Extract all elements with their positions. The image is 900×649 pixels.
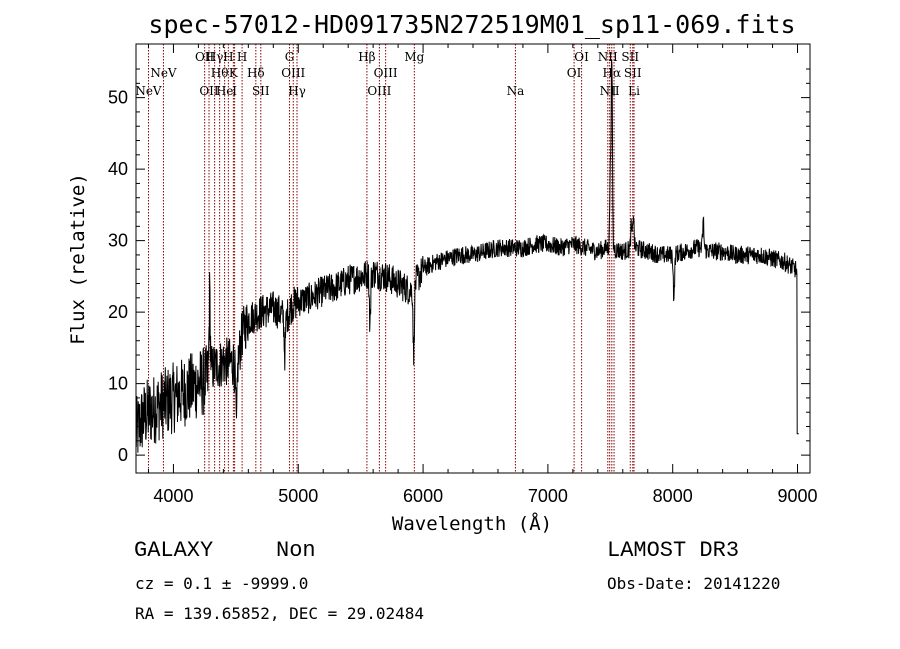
line-label-28: SII — [624, 66, 642, 80]
line-label-0: NeV — [135, 84, 162, 98]
line-label-27: SII — [621, 50, 639, 64]
line-label-4: Hγ — [206, 50, 224, 64]
chart-title: spec-57012-HD091735N272519M01_sp11-069.f… — [148, 10, 795, 39]
x-tick-label-1: 5000 — [278, 486, 318, 506]
line-label-3: OII — [199, 84, 219, 98]
line-label-22: OI — [574, 50, 589, 64]
line-label-5: Hθ — [211, 66, 229, 80]
coordinates-text: RA = 139.65852, DEC = 29.02484 — [135, 604, 424, 623]
line-label-17: OIII — [367, 84, 391, 98]
emission-line-markers: NeVNeVOIIOIIHγHθHeHKIHHδSIIGOIIIHγHβOIII… — [135, 44, 642, 473]
y-tick-label-2: 20 — [108, 302, 128, 322]
subclass-label: Non — [276, 538, 316, 563]
line-label-15: Hγ — [288, 84, 306, 98]
y-tick-label-3: 30 — [108, 231, 128, 251]
line-label-29: Li — [628, 84, 640, 98]
line-label-9: I — [232, 84, 237, 98]
y-axis-label: Flux (relative) — [67, 173, 89, 345]
y-tick-label-0: 0 — [118, 445, 128, 465]
x-tick-label-4: 8000 — [653, 486, 693, 506]
line-label-21: OI — [567, 66, 582, 80]
line-label-2: OII — [195, 50, 215, 64]
line-label-20: Na — [507, 84, 525, 98]
spectrum-line — [135, 59, 799, 453]
line-label-16: Hβ — [358, 50, 375, 64]
line-label-1: NeV — [150, 66, 177, 80]
line-label-6: He — [216, 84, 234, 98]
line-label-24: NII — [600, 84, 620, 98]
y-tick-label-1: 10 — [108, 374, 128, 394]
survey-label: LAMOST DR3 — [607, 538, 740, 563]
axis-ticks: 4000 5000 6000 7000 8000 9000 0 10 20 30 40 50 — [108, 44, 818, 506]
x-tick-label-5: 9000 — [777, 486, 817, 506]
line-label-23: NII — [598, 50, 618, 64]
line-label-19: Mg — [404, 50, 424, 64]
line-label-7: H — [223, 50, 233, 64]
y-tick-label-5: 50 — [108, 88, 128, 108]
line-label-11: Hδ — [247, 66, 265, 80]
x-tick-label-0: 4000 — [153, 486, 193, 506]
class-label: GALAXY — [134, 538, 214, 563]
y-tick-label-4: 40 — [108, 159, 128, 179]
x-tick-label-2: 6000 — [403, 486, 443, 506]
line-label-18: OIII — [374, 66, 398, 80]
x-tick-label-3: 7000 — [528, 486, 568, 506]
line-label-13: G — [285, 50, 295, 64]
line-label-14: OIII — [281, 66, 305, 80]
x-axis-label: Wavelength (Å) — [392, 512, 552, 535]
redshift-text: cz = 0.1 ± -9999.0 — [135, 574, 309, 593]
line-label-12: SII — [252, 84, 270, 98]
obs-date-text: Obs-Date: 20141220 — [607, 574, 781, 593]
line-label-10: H — [237, 50, 247, 64]
line-label-26: I — [612, 84, 617, 98]
spectrum-layer — [135, 59, 799, 453]
line-label-8: K — [229, 66, 239, 80]
